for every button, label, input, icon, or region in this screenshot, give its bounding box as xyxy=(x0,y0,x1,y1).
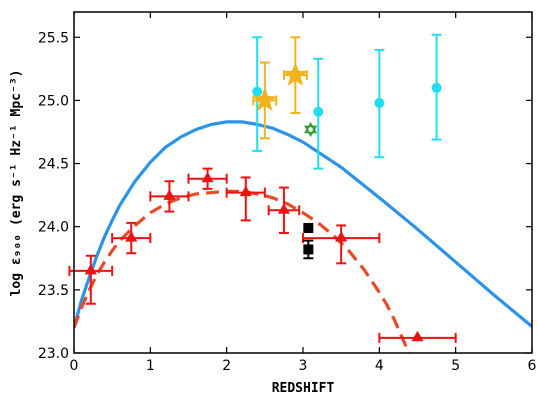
triangle-marker xyxy=(411,330,424,342)
circle-marker xyxy=(252,86,263,97)
y-tick-label: 23.5 xyxy=(38,283,69,299)
dashed-model-curve xyxy=(74,189,412,353)
triangle-marker xyxy=(125,231,138,242)
y-tick-label: 25.5 xyxy=(38,30,69,46)
star-marker xyxy=(252,87,278,111)
x-tick-label: 6 xyxy=(528,358,537,374)
x-tick-label: 4 xyxy=(375,358,384,374)
x-tick-label: 2 xyxy=(222,358,231,374)
solid-model-curve xyxy=(74,120,532,329)
triangle-marker xyxy=(201,171,214,183)
square-marker xyxy=(303,244,314,255)
y-tick-label: 24.0 xyxy=(38,220,69,236)
axis-ticks: 0 1 2 3 4 5 6 23.0 23.5 24.0 24.5 25.0 25.5 xyxy=(38,12,537,374)
hexagram-marker xyxy=(304,125,318,138)
x-tick-label: 1 xyxy=(146,358,155,374)
y-tick-label: 25.0 xyxy=(38,93,69,109)
circle-marker xyxy=(431,82,442,93)
triangle-marker xyxy=(335,231,348,242)
x-tick-label: 5 xyxy=(451,358,460,374)
triangle-marker xyxy=(163,189,176,200)
y-tick-label: 24.5 xyxy=(38,157,69,173)
triangle-marker xyxy=(277,203,290,214)
circle-marker xyxy=(313,106,324,117)
triangle-marker xyxy=(84,263,97,275)
plot-frame xyxy=(73,11,533,354)
y-axis-title: log ε₉₀₀ (erg s⁻¹ Hz⁻¹ Mpc⁻³) xyxy=(9,70,24,297)
hexagram-marker xyxy=(304,121,318,134)
data-points xyxy=(68,33,457,343)
x-tick-label: 0 xyxy=(70,358,79,374)
square-marker xyxy=(303,222,314,233)
x-axis-title: REDSHIFT xyxy=(272,381,335,396)
circle-marker xyxy=(374,97,385,108)
star-marker xyxy=(283,62,308,86)
y-tick-label: 23.0 xyxy=(38,346,69,362)
triangle-marker xyxy=(239,185,252,197)
x-tick-label: 3 xyxy=(299,358,308,374)
